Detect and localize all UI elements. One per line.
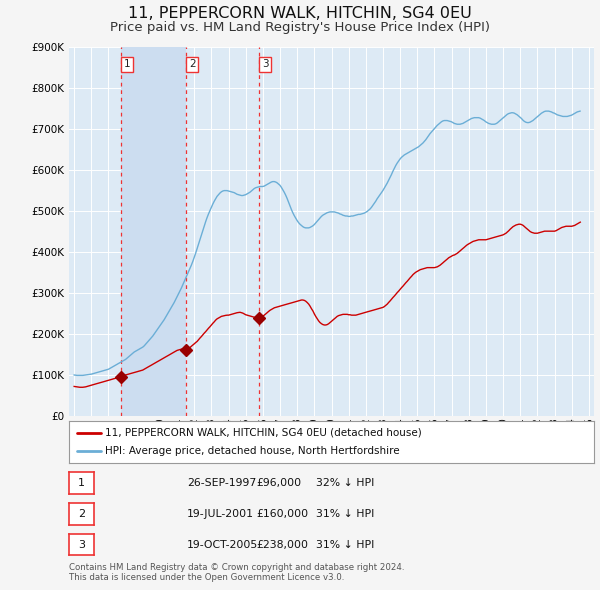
Text: 19-JUL-2001: 19-JUL-2001 xyxy=(187,509,254,519)
Text: 26-SEP-1997: 26-SEP-1997 xyxy=(187,478,256,488)
Text: Price paid vs. HM Land Registry's House Price Index (HPI): Price paid vs. HM Land Registry's House … xyxy=(110,21,490,34)
Text: 2: 2 xyxy=(189,60,196,70)
Bar xyxy=(121,47,187,416)
Text: 31% ↓ HPI: 31% ↓ HPI xyxy=(316,509,374,519)
Text: 3: 3 xyxy=(78,540,85,549)
Text: 11, PEPPERCORN WALK, HITCHIN, SG4 0EU (detached house): 11, PEPPERCORN WALK, HITCHIN, SG4 0EU (d… xyxy=(105,428,421,438)
Text: 11, PEPPERCORN WALK, HITCHIN, SG4 0EU: 11, PEPPERCORN WALK, HITCHIN, SG4 0EU xyxy=(128,6,472,21)
Text: 2: 2 xyxy=(78,509,85,519)
Text: 19-OCT-2005: 19-OCT-2005 xyxy=(187,540,259,549)
Text: Contains HM Land Registry data © Crown copyright and database right 2024.
This d: Contains HM Land Registry data © Crown c… xyxy=(69,563,404,582)
Text: 3: 3 xyxy=(262,60,269,70)
Text: £160,000: £160,000 xyxy=(256,509,308,519)
Text: £96,000: £96,000 xyxy=(256,478,301,488)
Text: 1: 1 xyxy=(78,478,85,488)
Text: HPI: Average price, detached house, North Hertfordshire: HPI: Average price, detached house, Nort… xyxy=(105,446,400,456)
Text: £238,000: £238,000 xyxy=(256,540,308,549)
Text: 1: 1 xyxy=(124,60,130,70)
Text: 31% ↓ HPI: 31% ↓ HPI xyxy=(316,540,374,549)
Text: 32% ↓ HPI: 32% ↓ HPI xyxy=(316,478,374,488)
